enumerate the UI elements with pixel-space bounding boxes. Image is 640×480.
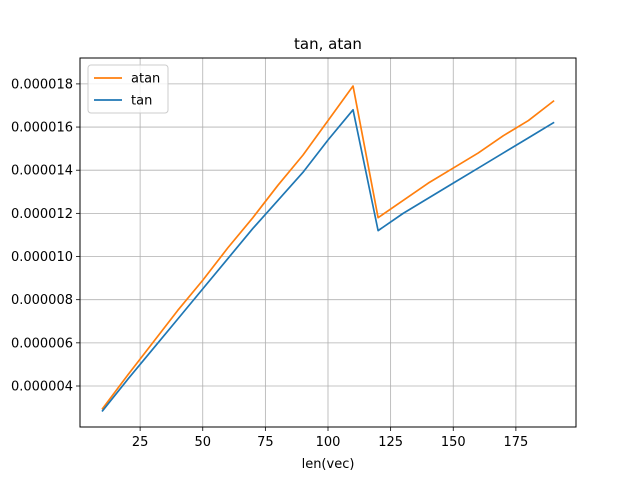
y-tick-label: 0.000010 — [11, 250, 73, 265]
y-tick-label: 0.000012 — [11, 207, 73, 222]
legend-label-tan: tan — [131, 94, 152, 109]
chart-title: tan, atan — [294, 35, 362, 53]
x-tick-label: 25 — [132, 435, 149, 450]
x-tick-label: 50 — [194, 435, 211, 450]
x-axis-title: len(vec) — [302, 457, 355, 472]
x-tick-label: 75 — [257, 435, 274, 450]
x-tick-label: 175 — [503, 435, 528, 450]
legend-box — [87, 64, 169, 114]
x-tick-label: 150 — [441, 435, 466, 450]
x-tick-label: 100 — [316, 435, 341, 450]
y-tick-label: 0.000008 — [11, 293, 73, 308]
y-tick-label: 0.000004 — [11, 380, 73, 395]
y-tick-label: 0.000016 — [11, 121, 73, 136]
x-tick-label: 125 — [378, 435, 403, 450]
series-lines — [101, 85, 555, 413]
legend-label-atan: atan — [131, 72, 160, 87]
grid — [80, 58, 576, 427]
y-tick-label: 0.000006 — [11, 336, 73, 351]
legend: atan tan — [87, 64, 169, 114]
series-line-tan — [101, 108, 555, 413]
y-tick-label: 0.000014 — [11, 164, 73, 179]
axis-ticks: 25 50 75 100 125 150 175 0.000004 0.000006 0.0000… — [11, 77, 528, 450]
series-line-atan — [101, 85, 555, 410]
y-tick-label: 0.000018 — [11, 77, 73, 92]
